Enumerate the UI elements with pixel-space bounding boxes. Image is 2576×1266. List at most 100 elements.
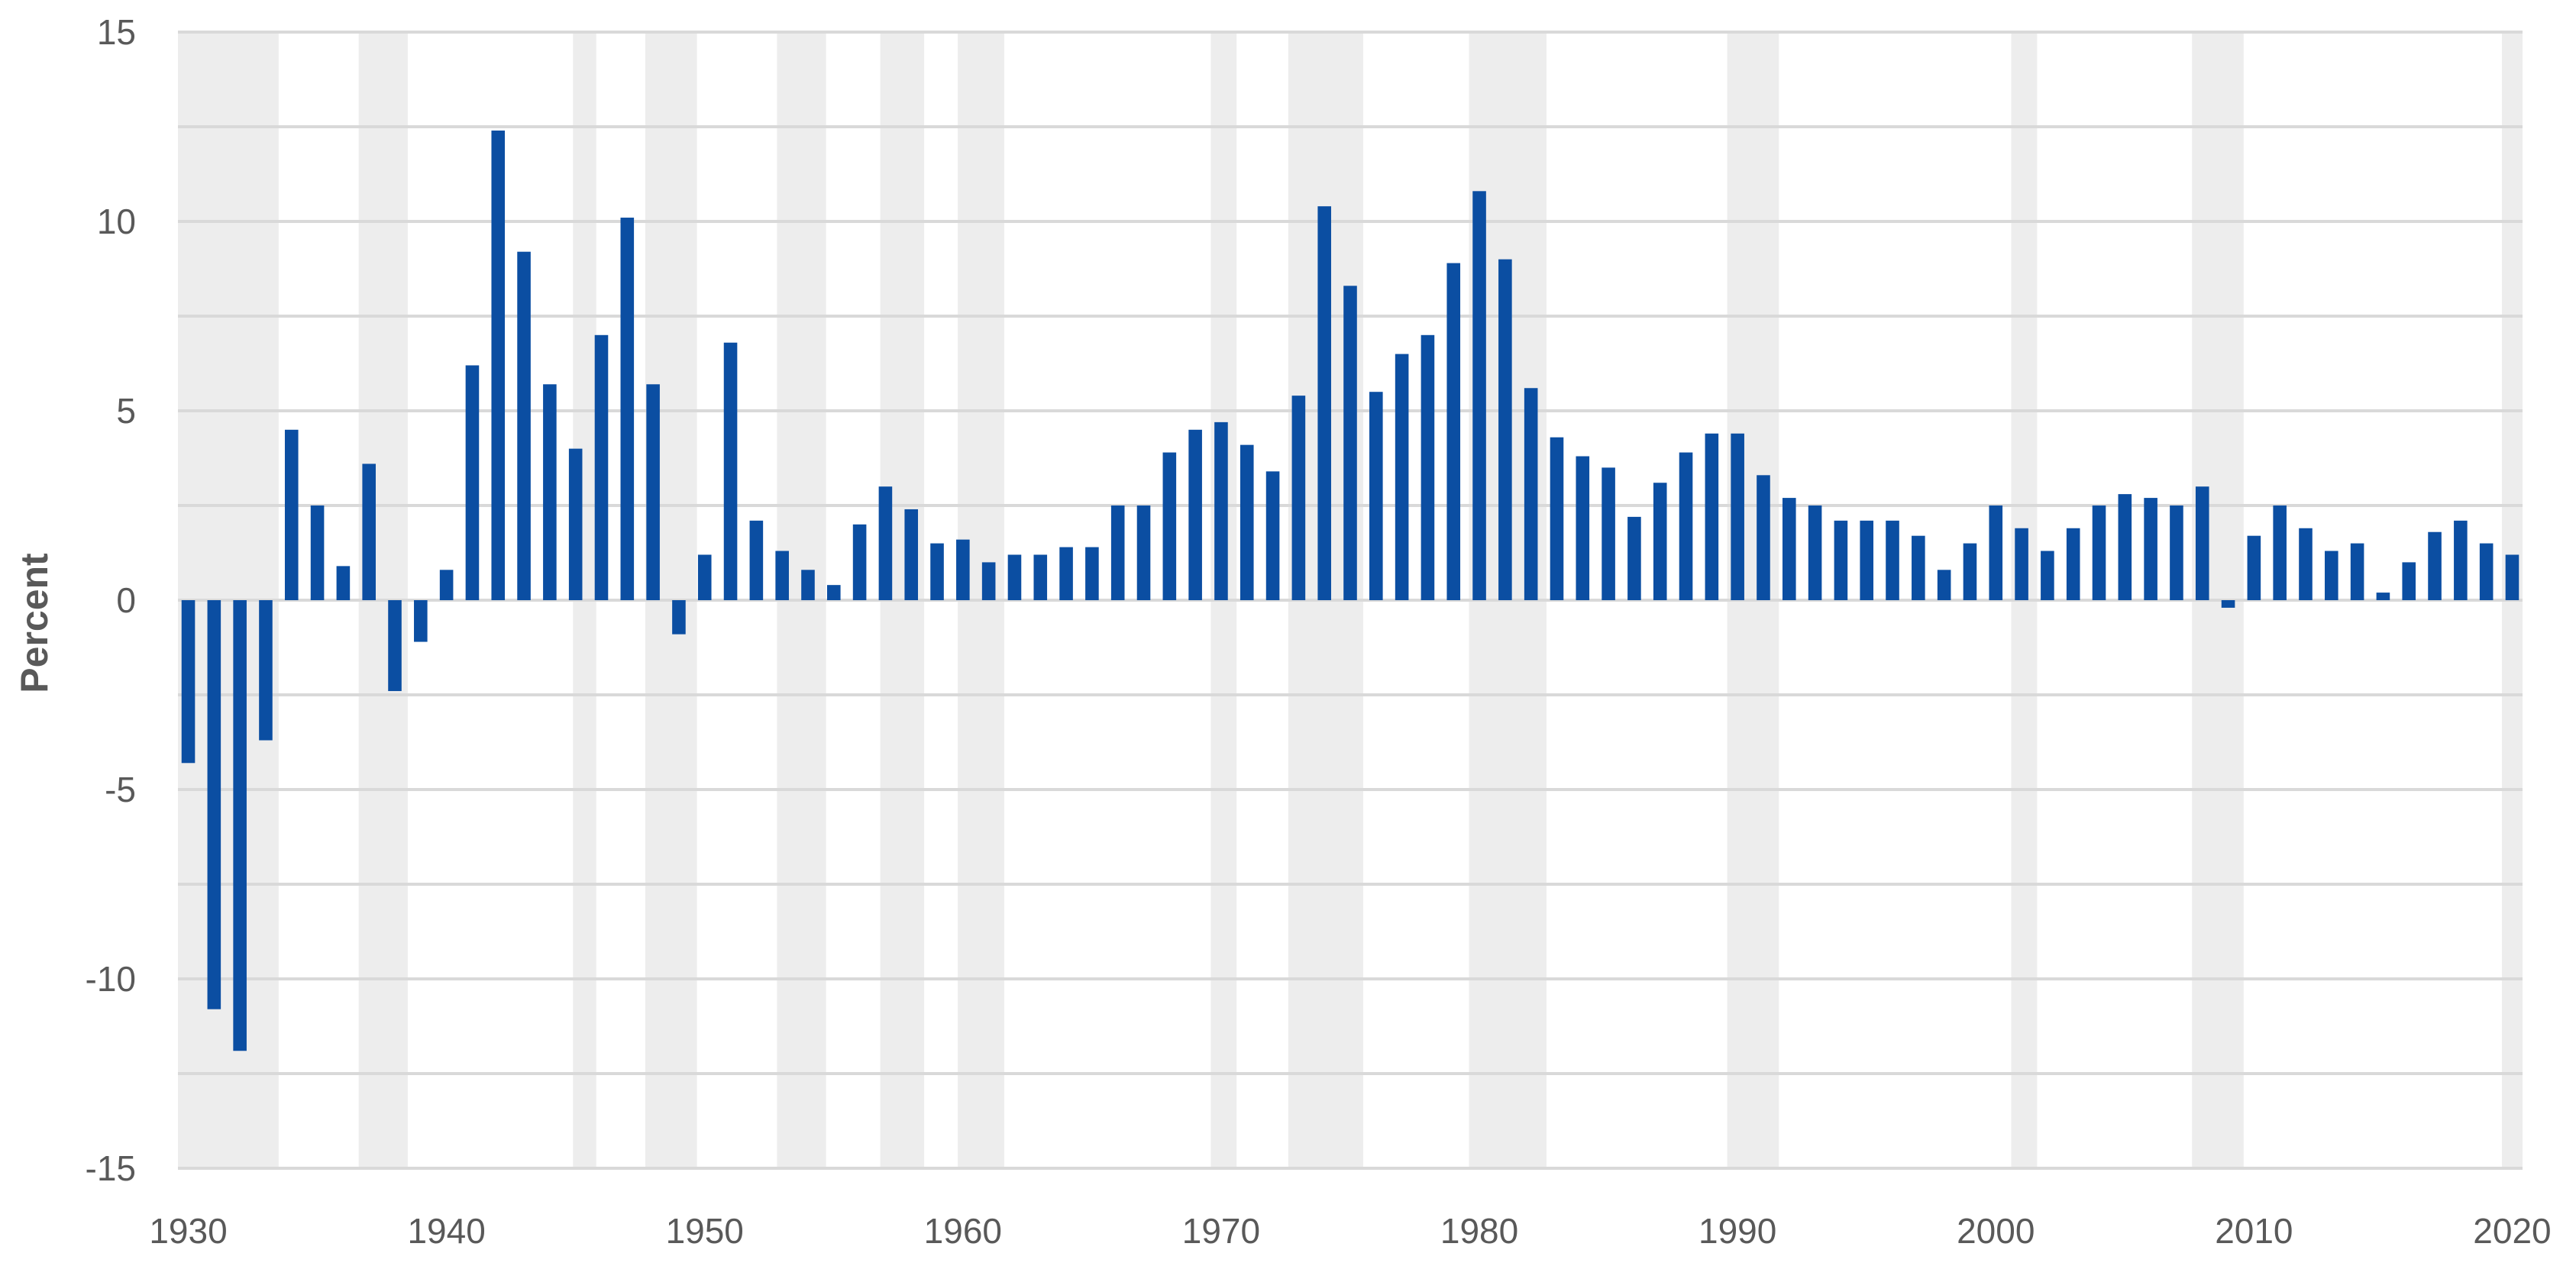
bar [1059, 547, 1073, 600]
bar [1963, 543, 1977, 600]
bar [310, 505, 325, 600]
y-tick-label: 10 [97, 202, 136, 241]
bar [1627, 516, 1641, 600]
bar [1705, 433, 1719, 600]
bar [620, 218, 635, 600]
bar [801, 570, 815, 600]
bar [2428, 531, 2442, 600]
bar [1421, 334, 1435, 600]
bar [1782, 498, 1796, 600]
bar [1214, 421, 1228, 600]
bar [388, 600, 402, 692]
bar [1808, 505, 1822, 600]
y-tick-label: -15 [86, 1148, 136, 1188]
bar [672, 600, 686, 635]
bar [1550, 437, 1564, 600]
bar [1446, 263, 1461, 600]
bar [1472, 191, 1486, 600]
bar [2015, 528, 2028, 600]
x-tick-label: 2020 [2473, 1211, 2551, 1251]
bar [2454, 520, 2468, 600]
bar [491, 130, 506, 600]
bar [1860, 520, 1874, 600]
bar [697, 554, 712, 600]
bar [1162, 452, 1177, 600]
bar [207, 600, 221, 1009]
bar [1886, 520, 1899, 600]
bar [1240, 444, 1254, 600]
bar [1007, 554, 1022, 600]
bar [2118, 494, 2132, 600]
bar [2247, 535, 2261, 600]
y-tick-label: 5 [116, 391, 136, 431]
bar [2376, 593, 2390, 600]
bar [1653, 483, 1667, 600]
bar [1317, 206, 1331, 600]
bar [1912, 535, 1925, 600]
y-tick-label: 15 [97, 12, 136, 52]
bar [2092, 505, 2106, 600]
y-tick-label: 0 [116, 580, 136, 620]
bar [2299, 528, 2313, 600]
bar [1136, 505, 1151, 600]
bar [826, 585, 841, 600]
bar [181, 600, 196, 764]
bar [1679, 452, 1693, 600]
x-tick-labels: 1930 1940 1950 1960 1970 1980 1990 2000 2010 2020 [149, 1211, 2551, 1251]
x-tick-label: 1990 [1698, 1211, 1776, 1251]
bar [981, 562, 996, 600]
x-tick-label: 1980 [1440, 1211, 1518, 1251]
bar [646, 384, 660, 600]
bar [1033, 554, 1048, 600]
bar [2505, 554, 2519, 600]
bar [259, 600, 273, 741]
bar [852, 524, 867, 600]
x-tick-label: 1970 [1182, 1211, 1260, 1251]
bar [930, 543, 944, 600]
y-tick-labels: 15 10 5 0 -5 -10 -15 [86, 12, 136, 1188]
bar [2221, 600, 2235, 608]
x-tick-label: 1950 [666, 1211, 744, 1251]
bar [2479, 543, 2494, 600]
y-tick-label: -5 [105, 770, 136, 809]
bar [749, 520, 764, 600]
bar [2041, 551, 2054, 600]
bar [1524, 388, 1538, 600]
x-tick-label: 2010 [2215, 1211, 2293, 1251]
bar [543, 384, 557, 600]
bar [956, 539, 970, 600]
bar [2144, 498, 2157, 600]
bar [878, 486, 893, 600]
bar [1085, 547, 1099, 600]
bar [336, 566, 351, 600]
bar [2066, 528, 2080, 600]
bar [1498, 259, 1512, 600]
bar [2170, 505, 2183, 600]
bar [2350, 543, 2364, 600]
bar [1731, 433, 1744, 600]
bar [1110, 505, 1125, 600]
x-tick-label: 2000 [1957, 1211, 2035, 1251]
x-tick-label: 1940 [407, 1211, 485, 1251]
bar [1188, 429, 1202, 600]
bar [517, 251, 531, 600]
bar [1369, 392, 1383, 600]
bar [723, 342, 738, 600]
bar [1757, 475, 1770, 600]
bar [2195, 486, 2209, 600]
bar [2325, 551, 2338, 600]
bar [2402, 562, 2416, 600]
bar [1576, 456, 1590, 600]
bar [439, 570, 454, 600]
bar [2273, 505, 2287, 600]
y-axis-title: Percent [13, 553, 56, 693]
bar [1989, 505, 2003, 600]
bar [362, 463, 376, 600]
bar [1343, 286, 1357, 600]
bar [568, 448, 583, 600]
bar [233, 600, 247, 1051]
bar [1602, 467, 1615, 600]
x-tick-label: 1930 [149, 1211, 227, 1251]
